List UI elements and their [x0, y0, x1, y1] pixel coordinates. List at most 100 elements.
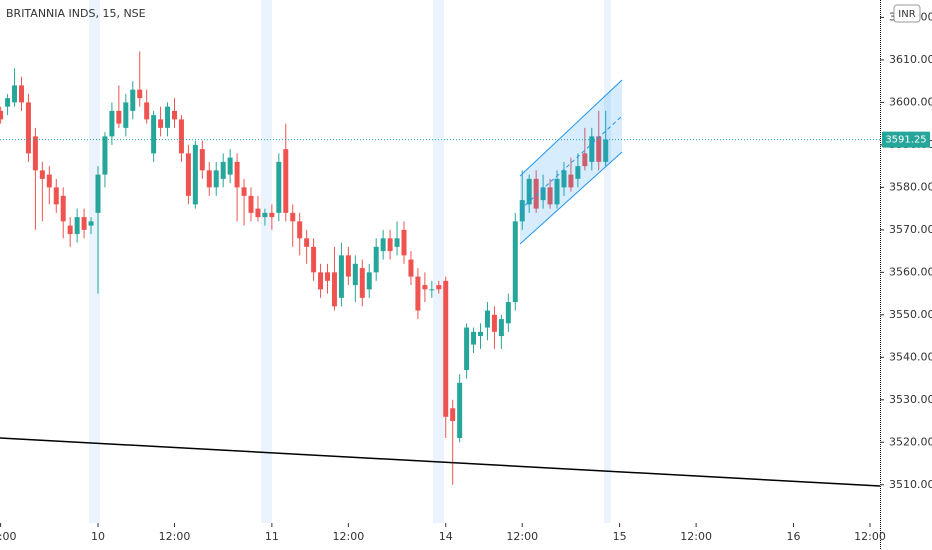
candle-body	[199, 149, 205, 171]
currency-badge	[893, 4, 921, 23]
candle-body	[443, 280, 449, 417]
candle-body	[338, 255, 344, 298]
y-tick-label: 3540.00	[889, 350, 932, 363]
candle-body	[484, 310, 490, 328]
candle-body	[450, 408, 456, 422]
candle-body	[589, 136, 595, 162]
currency-label: INR	[898, 9, 915, 20]
candle-body	[415, 276, 421, 311]
candle-body	[53, 187, 59, 205]
candle-body	[206, 170, 212, 188]
y-tick-label: 3610.00	[889, 53, 932, 66]
candle-body	[345, 255, 351, 277]
candle-body	[297, 221, 303, 239]
session-break	[604, 0, 611, 523]
candle-body	[5, 98, 11, 107]
candle-body	[185, 153, 191, 196]
candle-body	[547, 187, 553, 205]
candle-body	[331, 272, 337, 307]
candle-body	[130, 89, 136, 111]
candle-body	[533, 178, 539, 209]
channel-lower	[519, 151, 623, 245]
x-tick-label: 12:00	[854, 530, 886, 543]
x-tick-label: 12:00	[680, 530, 712, 543]
candle-body	[380, 238, 386, 252]
y-tick-label: 3510.00	[889, 478, 932, 491]
channel-upper	[519, 79, 623, 177]
candle-body	[165, 106, 171, 128]
candle-body	[290, 212, 296, 222]
candle-body	[39, 170, 45, 179]
candle-body	[526, 178, 532, 205]
candle-body	[0, 110, 4, 120]
candle-body	[171, 110, 177, 120]
candle-body	[67, 225, 73, 235]
candle-body	[540, 187, 546, 201]
candle-body	[241, 187, 247, 196]
candle-body	[366, 272, 372, 290]
candle-body	[429, 289, 435, 291]
candle-body	[192, 144, 198, 205]
candle-body	[234, 161, 240, 188]
y-tick-label: 3580.00	[889, 180, 932, 193]
plot	[0, 51, 880, 485]
x-tick-label: 12:00	[0, 530, 16, 543]
x-axis-panel	[0, 523, 932, 550]
drawings	[0, 79, 881, 487]
candle-body	[603, 139, 609, 162]
candle-body	[311, 246, 317, 273]
y-tick-label: 3520.00	[889, 435, 932, 448]
candle-body	[144, 102, 150, 120]
x-tick-label: 15	[613, 530, 627, 543]
candle-body	[88, 221, 94, 226]
candle-body	[373, 246, 379, 273]
candle-body	[269, 212, 275, 218]
y-tick-label: 3600.00	[889, 95, 932, 108]
candle-body	[137, 89, 143, 99]
candle-body	[436, 285, 442, 290]
candle-body	[596, 136, 602, 162]
candle-body	[359, 268, 365, 298]
y-axis-panel	[880, 0, 932, 550]
y-tick-label: 3550.00	[889, 308, 932, 321]
candle-body	[276, 161, 282, 213]
candle-body	[158, 119, 164, 128]
candle-body	[554, 178, 560, 205]
candle-body	[151, 115, 157, 154]
candle-body	[561, 170, 567, 188]
candle-body	[248, 195, 254, 213]
last-price-label: 3591.25	[885, 135, 926, 146]
candle-body	[498, 319, 504, 337]
candle-body	[471, 331, 477, 345]
candle-body	[116, 110, 122, 124]
candle-body	[512, 221, 518, 303]
candle-body	[325, 272, 331, 281]
candle-body	[46, 174, 52, 188]
x-tick-label: 11	[265, 530, 279, 543]
x-tick-label: 16	[786, 530, 800, 543]
candle-body	[12, 85, 18, 103]
candle-body	[109, 110, 115, 137]
y-tick-label: 3570.00	[889, 223, 932, 236]
candle-body	[95, 174, 101, 213]
y-tick-label: 3530.00	[889, 393, 932, 406]
candle-body	[304, 238, 310, 247]
candle-body	[478, 331, 484, 337]
candle-body	[568, 174, 574, 188]
candle-body	[318, 272, 324, 290]
candle-body	[575, 166, 581, 179]
chart-title: BRITANNIA INDS, 15, NSE	[6, 7, 146, 20]
candle-body	[213, 170, 219, 188]
candle-body	[491, 314, 497, 332]
candle-body	[81, 217, 87, 230]
candle-body	[255, 208, 261, 218]
candle-body	[178, 119, 184, 154]
candle-body	[220, 161, 226, 179]
candle-body	[505, 302, 511, 324]
session-break	[89, 0, 100, 523]
candle-body	[32, 136, 38, 171]
x-tick-label: 12:00	[333, 530, 365, 543]
candle-body	[18, 85, 24, 103]
